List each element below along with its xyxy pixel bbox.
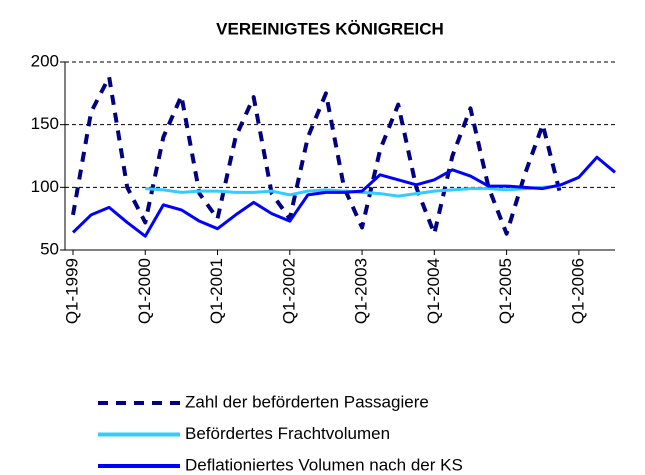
legend-label: Deflationiertes Volumen nach der KS bbox=[185, 455, 463, 474]
series-line bbox=[71, 75, 563, 236]
chart-title: VEREINIGTES KÖNIGREICH bbox=[216, 19, 444, 38]
series-line bbox=[71, 155, 616, 238]
x-tick-label: Q1-2000 bbox=[135, 258, 154, 324]
x-tick-label: Q1-2003 bbox=[352, 258, 371, 324]
x-tick-label: Q1-2002 bbox=[279, 258, 298, 324]
x-tick-label: Q1-2006 bbox=[568, 258, 587, 324]
x-tick-label: Q1-2004 bbox=[424, 258, 443, 324]
legend-label: Zahl der beförderten Passagiere bbox=[185, 392, 429, 411]
y-tick-label: 50 bbox=[40, 239, 59, 258]
y-tick-label: 200 bbox=[31, 51, 59, 70]
legend-label: Befördertes Frachtvolumen bbox=[185, 424, 390, 443]
y-tick-label: 100 bbox=[31, 177, 59, 196]
x-tick-label: Q1-2005 bbox=[496, 258, 515, 324]
y-tick-label: 150 bbox=[31, 114, 59, 133]
x-tick-label: Q1-1999 bbox=[62, 258, 81, 324]
x-tick-label: Q1-2001 bbox=[207, 258, 226, 324]
